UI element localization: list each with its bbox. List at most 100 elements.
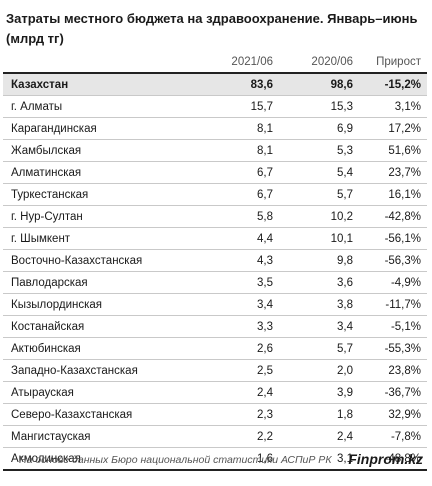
table-row: Алматинская 6,7 5,4 23,7% xyxy=(3,161,427,184)
column-header-2021: 2021/06 xyxy=(203,52,279,74)
cell-2020: 5,7 xyxy=(279,337,359,360)
table-row: г. Шымкент 4,4 10,1 -56,1% xyxy=(3,227,427,250)
cell-2020: 5,4 xyxy=(279,161,359,184)
table-body: Казахстан 83,6 98,6 -15,2% г. Алматы 15,7… xyxy=(3,73,427,471)
cell-region: Казахстан xyxy=(3,73,203,96)
table-row-total: Казахстан 83,6 98,6 -15,2% xyxy=(3,73,427,96)
cell-2020: 3,9 xyxy=(279,381,359,404)
cell-2020: 1,8 xyxy=(279,403,359,426)
cell-2020: 5,3 xyxy=(279,139,359,162)
footer: На основе данных Бюро национальной стати… xyxy=(3,450,427,472)
cell-2021: 2,2 xyxy=(203,425,279,448)
table-row: Павлодарская 3,5 3,6 -4,9% xyxy=(3,271,427,294)
cell-region: Восточно-Казахстанская xyxy=(3,249,203,272)
cell-2020: 9,8 xyxy=(279,249,359,272)
cell-2021: 6,7 xyxy=(203,161,279,184)
cell-growth: -42,8% xyxy=(359,205,427,228)
cell-2020: 98,6 xyxy=(279,73,359,96)
cell-2020: 3,8 xyxy=(279,293,359,316)
cell-growth: -36,7% xyxy=(359,381,427,404)
cell-growth: -4,9% xyxy=(359,271,427,294)
cell-2020: 2,4 xyxy=(279,425,359,448)
cell-2020: 2,0 xyxy=(279,359,359,382)
cell-2021: 1,6 xyxy=(203,447,279,471)
table-row: Северо-Казахстанская 2,3 1,8 32,9% xyxy=(3,403,427,426)
table-row: Жамбылская 8,1 5,3 51,6% xyxy=(3,139,427,162)
cell-growth: -5,1% xyxy=(359,315,427,338)
table-row: Акмолинская 1,6 3,1 -48,8% xyxy=(3,447,427,471)
cell-region: Северо-Казахстанская xyxy=(3,403,203,426)
cell-2021: 83,6 xyxy=(203,73,279,96)
cell-2021: 5,8 xyxy=(203,205,279,228)
cell-2021: 2,6 xyxy=(203,337,279,360)
cell-growth: 17,2% xyxy=(359,117,427,140)
brand-logo-text: Finprom.kz xyxy=(348,451,423,467)
cell-region: г. Шымкент xyxy=(3,227,203,250)
cell-2021: 3,5 xyxy=(203,271,279,294)
cell-2021: 15,7 xyxy=(203,95,279,118)
column-header-region xyxy=(3,52,203,74)
cell-region: Костанайская xyxy=(3,315,203,338)
cell-growth: 16,1% xyxy=(359,183,427,206)
cell-region: Туркестанская xyxy=(3,183,203,206)
table-row: г. Нур-Султан 5,8 10,2 -42,8% xyxy=(3,205,427,228)
cell-region: Актюбинская xyxy=(3,337,203,360)
table-header-row: 2021/06 2020/06 Прирост xyxy=(3,52,427,74)
cell-2020: 3,4 xyxy=(279,315,359,338)
cell-2020: 3,6 xyxy=(279,271,359,294)
cell-growth: 51,6% xyxy=(359,139,427,162)
table-row: Карагандинская 8,1 6,9 17,2% xyxy=(3,117,427,140)
table-row: г. Алматы 15,7 15,3 3,1% xyxy=(3,95,427,118)
cell-region: Мангистауская xyxy=(3,425,203,448)
cell-growth: -56,1% xyxy=(359,227,427,250)
cell-growth: -48,8% xyxy=(359,447,427,471)
source-note: На основе данных Бюро национальной стати… xyxy=(19,454,332,466)
cell-growth: -7,8% xyxy=(359,425,427,448)
cell-2020: 10,2 xyxy=(279,205,359,228)
cell-growth: 3,1% xyxy=(359,95,427,118)
table-row: Атырауская 2,4 3,9 -36,7% xyxy=(3,381,427,404)
cell-2020: 3,1 xyxy=(279,447,359,471)
cell-2021: 2,3 xyxy=(203,403,279,426)
cell-2021: 2,5 xyxy=(203,359,279,382)
cell-2020: 15,3 xyxy=(279,95,359,118)
cell-growth: 23,8% xyxy=(359,359,427,382)
cell-2021: 3,3 xyxy=(203,315,279,338)
cell-growth: -56,3% xyxy=(359,249,427,272)
cell-2021: 4,4 xyxy=(203,227,279,250)
table-row: Мангистауская 2,2 2,4 -7,8% xyxy=(3,425,427,448)
table-row: Восточно-Казахстанская 4,3 9,8 -56,3% xyxy=(3,249,427,272)
cell-growth: -15,2% xyxy=(359,73,427,96)
cell-growth: 32,9% xyxy=(359,403,427,426)
cell-2020: 10,1 xyxy=(279,227,359,250)
cell-2020: 6,9 xyxy=(279,117,359,140)
cell-region: г. Алматы xyxy=(3,95,203,118)
cell-2021: 3,4 xyxy=(203,293,279,316)
table-container: 2021/06 2020/06 Прирост Казахстан 83,6 9… xyxy=(3,52,427,471)
cell-2021: 8,1 xyxy=(203,117,279,140)
cell-2021: 2,4 xyxy=(203,381,279,404)
cell-growth: 23,7% xyxy=(359,161,427,184)
cell-region: Жамбылская xyxy=(3,139,203,162)
cell-growth: -55,3% xyxy=(359,337,427,360)
cell-region: Павлодарская xyxy=(3,271,203,294)
cell-2020: 5,7 xyxy=(279,183,359,206)
cell-region: г. Нур-Султан xyxy=(3,205,203,228)
cell-region: Акмолинская xyxy=(3,447,203,471)
cell-region: Атырауская xyxy=(3,381,203,404)
cell-region: Западно-Казахстанская xyxy=(3,359,203,382)
table-row: Кызылординская 3,4 3,8 -11,7% xyxy=(3,293,427,316)
table-row: Западно-Казахстанская 2,5 2,0 23,8% xyxy=(3,359,427,382)
table-row: Костанайская 3,3 3,4 -5,1% xyxy=(3,315,427,338)
document-title: Затраты местного бюджета на здравоохране… xyxy=(6,11,418,46)
cell-2021: 6,7 xyxy=(203,183,279,206)
table-row: Актюбинская 2,6 5,7 -55,3% xyxy=(3,337,427,360)
cell-region: Кызылординская xyxy=(3,293,203,316)
column-header-2020: 2020/06 xyxy=(279,52,359,74)
data-table: 2021/06 2020/06 Прирост Казахстан 83,6 9… xyxy=(3,52,427,471)
column-header-growth: Прирост xyxy=(359,52,427,74)
cell-growth: -11,7% xyxy=(359,293,427,316)
cell-2021: 8,1 xyxy=(203,139,279,162)
cell-2021: 4,3 xyxy=(203,249,279,272)
